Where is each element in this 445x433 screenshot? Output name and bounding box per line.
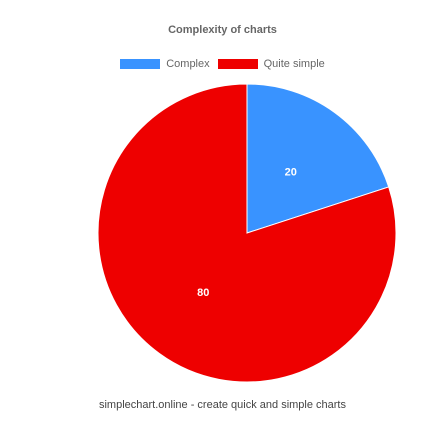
legend-item-complex[interactable]: Complex (120, 58, 210, 70)
pie-slice-complex[interactable] (246, 83, 390, 234)
legend-swatch-quite-simple (217, 59, 258, 69)
legend: Complex Quite simple (0, 58, 445, 70)
legend-label-complex: Complex (166, 58, 210, 70)
slice-label-quite-simple: 80 (197, 287, 209, 299)
chart-title: Complexity of charts (168, 24, 277, 36)
slice-label-complex: 20 (285, 167, 297, 179)
pie-slice-quite-simple[interactable] (97, 83, 397, 383)
pie-slices (97, 83, 397, 383)
legend-item-quite-simple[interactable]: Quite simple (217, 58, 325, 70)
legend-swatch-complex (120, 59, 161, 69)
footer-credit: simplechart.online - create quick and si… (98, 399, 346, 411)
legend-label-quite-simple: Quite simple (263, 58, 325, 70)
